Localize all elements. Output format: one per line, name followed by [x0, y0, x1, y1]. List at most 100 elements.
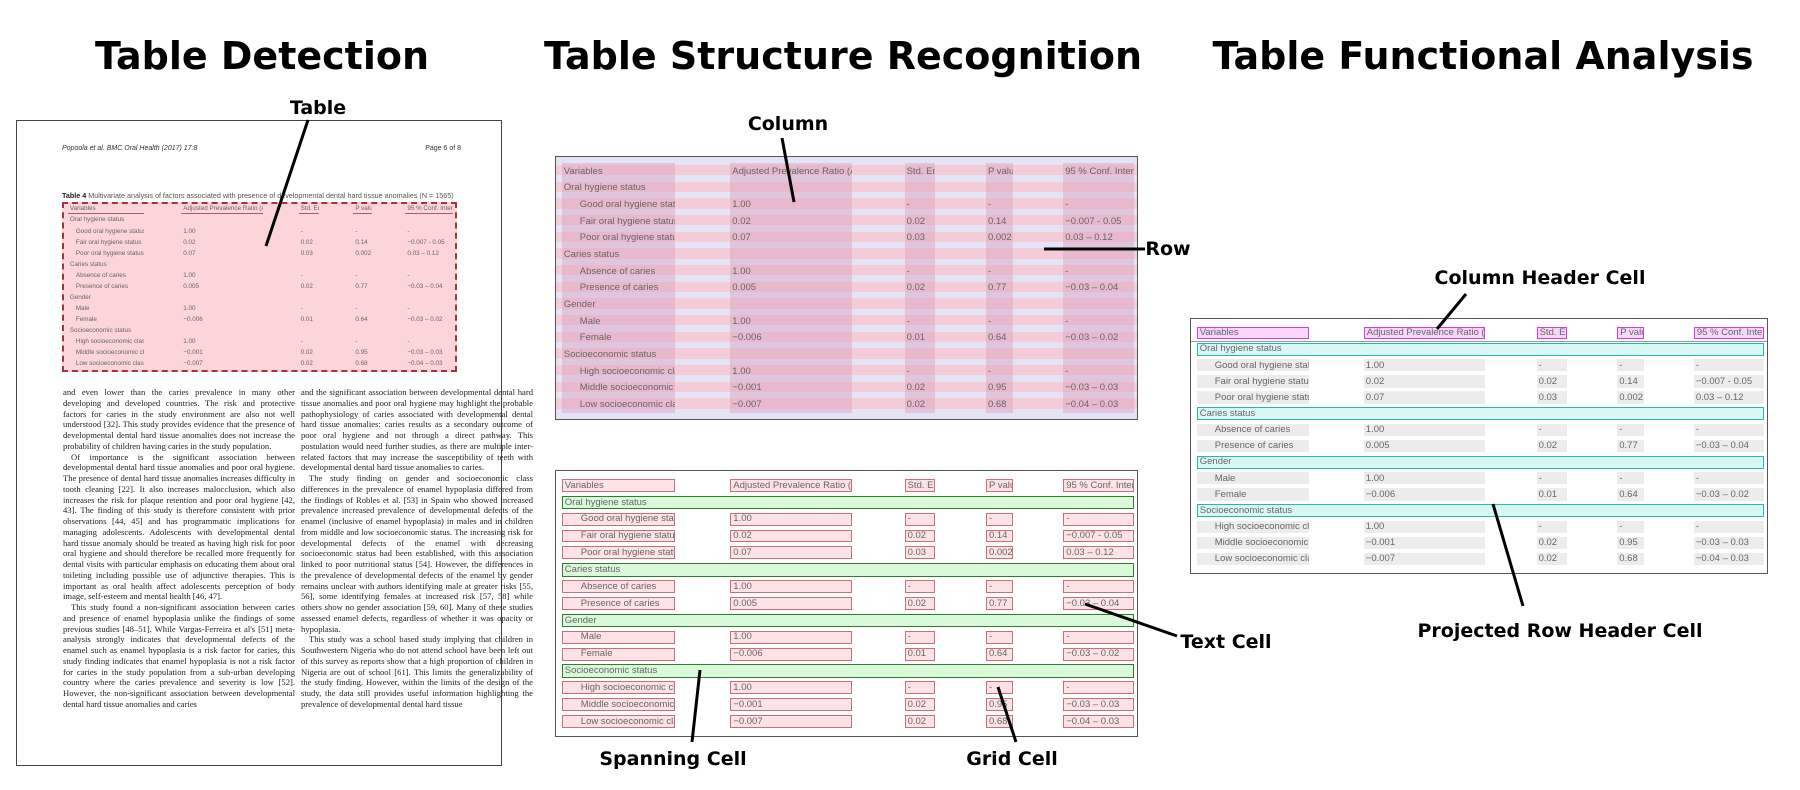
grid-cell: Male: [75, 304, 90, 312]
column-header-cell: P value: [353, 205, 372, 214]
grid-cell: 1.00: [730, 630, 853, 644]
grid-cell: High socioeconomic class: [75, 338, 145, 346]
grid-cell: −0.007: [183, 360, 203, 368]
grid-cell: 0.77: [355, 282, 368, 290]
grid-cell: 0.95: [355, 349, 368, 357]
grid-cell: Low socioeconomic class: [561, 715, 676, 728]
grid-cell: -: [1617, 359, 1645, 372]
grid-cell: -: [300, 227, 303, 235]
grid-cell: -: [987, 315, 992, 327]
grid-cell: Male: [579, 315, 601, 327]
detected-table: Variables Adjusted Prevalence Ratio (APR)…: [62, 202, 457, 372]
grid-cell: 0.02: [906, 215, 926, 227]
grid-cell: 0.02: [904, 597, 935, 610]
grid-cell: 0.02: [730, 529, 853, 543]
grid-cell: 0.02: [1363, 375, 1485, 388]
grid-cell: -: [1617, 472, 1645, 485]
rows-columns-table: Variables Adjusted Prevalence Ratio (APR)…: [555, 156, 1138, 420]
grid-cell: 1.00: [730, 512, 853, 526]
column-header-cell: Adjusted Prevalence Ratio (APR): [181, 205, 264, 214]
grid-cell: -: [355, 338, 358, 346]
title-table-structure-recognition: Table Structure Recognition: [544, 34, 1142, 78]
grid-cell: -: [904, 681, 935, 695]
projected-row-header-cell-pointer: [1491, 503, 1525, 607]
section-row-label: Socioeconomic status: [563, 348, 657, 360]
projected-row-header-cell: Oral hygiene status: [1196, 342, 1765, 356]
grid-cell: 0.02: [906, 398, 926, 410]
grid-cell: -: [1536, 359, 1567, 372]
grid-cell: 0.02: [904, 529, 935, 543]
grid-cell: −0.03 – 0.03: [1693, 536, 1765, 549]
grid-cell: −0.001: [732, 382, 762, 394]
column-header-cell: Variables: [67, 205, 145, 214]
grid-cell: -: [1065, 315, 1069, 327]
column-band: [1063, 163, 1135, 413]
grid-cell: -: [407, 227, 410, 235]
grid-cell: 0.005: [1363, 439, 1485, 453]
grid-cell: 0.03: [904, 546, 935, 560]
grid-cell: -: [407, 271, 410, 279]
grid-cell: 0.002: [1617, 391, 1645, 404]
grid-cell-pointer: [996, 686, 1018, 743]
grid-cell: -: [987, 198, 992, 210]
grid-cell: Male: [1196, 472, 1310, 485]
label-column: Column: [747, 113, 829, 135]
grid-cell: 1.00: [732, 315, 751, 327]
grid-cell: −0.007 - 0.05: [1063, 529, 1135, 543]
column-band: [904, 163, 935, 413]
column-header-cell: Variables: [561, 479, 676, 492]
column-header-cell-pointer: [1435, 293, 1468, 330]
grid-cell: 0.02: [732, 215, 751, 227]
grid-cell: Presence of caries: [579, 282, 659, 294]
paragraph: and the significant association between …: [301, 387, 533, 473]
column-header-cell: P value: [1617, 326, 1645, 340]
grid-cell: 0.07: [1363, 391, 1485, 404]
grid-cell: 0.14: [985, 529, 1014, 543]
grid-cell: −0.03 – 0.02: [1065, 332, 1119, 344]
grid-cell: −0.001: [730, 698, 853, 712]
grid-cell: Female: [75, 316, 97, 324]
row-band: [556, 165, 1137, 176]
row-band: [556, 398, 1137, 409]
grid-cell: -: [906, 315, 910, 327]
grid-cell: -: [1063, 630, 1135, 644]
grid-cell: Absence of caries: [75, 271, 126, 279]
column-header-cell: 95 % Conf. Interval: [405, 205, 454, 214]
column-header-cell: Adjusted Prevalence Ratio (APR): [730, 479, 853, 492]
grid-cell: 0.68: [355, 360, 368, 368]
grid-cell: -: [300, 338, 303, 346]
row-band: [556, 281, 1137, 292]
grid-cell: Low socioeconomic class: [579, 398, 676, 410]
grid-cell: -: [355, 271, 358, 279]
row-band: [556, 231, 1137, 242]
grid-cell: -: [906, 365, 910, 377]
grid-cell: -: [355, 227, 358, 235]
grid-cell: Middle socioeconomic class: [561, 698, 676, 712]
grid-cell: -: [1693, 359, 1765, 372]
paragraph: and even lower than the caries prevalenc…: [63, 387, 295, 451]
column-header-cell: Std. Err.: [1536, 326, 1567, 340]
row-band: [556, 365, 1137, 376]
grid-cell: 0.68: [985, 715, 1014, 728]
caption-label: Table 4: [62, 191, 87, 200]
grid-cell: 0.005: [732, 282, 757, 294]
paragraph: The study finding on gender and socioeco…: [301, 473, 533, 634]
label-column-header-cell: Column Header Cell: [1434, 267, 1646, 289]
grid-cell: -: [1617, 520, 1645, 533]
column-header-cell: P value: [987, 165, 1014, 177]
grid-cell: High socioeconomic class: [579, 365, 675, 377]
grid-cell: Fair oral hygiene status: [1196, 375, 1310, 388]
grid-cell: 1.00: [183, 304, 196, 312]
grid-cell: 0.64: [987, 332, 1007, 344]
grid-cell: −0.03 – 0.04: [407, 282, 443, 290]
grid-cell: Middle socioeconomic class: [579, 382, 675, 394]
grid-cell: 0.07: [183, 249, 196, 257]
grid-cell: -: [1693, 472, 1765, 485]
column-header-cell: Adjusted Prevalence Ratio (APR): [732, 165, 852, 177]
grid-cell: Fair oral hygiene status: [561, 529, 676, 543]
paragraph: Of importance is the significant associa…: [63, 451, 295, 602]
column-band: [730, 163, 853, 413]
grid-cell: Fair oral hygiene status: [579, 215, 676, 227]
grid-cell: 0.14: [355, 238, 368, 246]
grid-cell: 0.95: [987, 382, 1007, 394]
